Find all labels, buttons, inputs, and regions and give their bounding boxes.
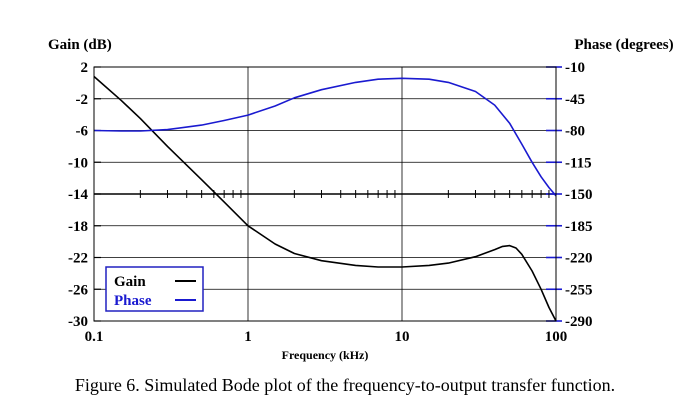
tick-labels: 0.1 1 10 100 2 -2 -6 -10 -14 -18 -22 -26 -30 -10 -45 -8… — [68, 60, 593, 345]
x-tick-label: 1 — [244, 329, 252, 345]
phase-curve — [93, 77, 557, 197]
legend-label-gain: Gain — [114, 274, 146, 290]
y-left-tick-label: -2 — [76, 92, 89, 108]
y-left-tick-label: -10 — [68, 155, 88, 171]
figure-caption: Figure 6. Simulated Bode plot of the fre… — [74, 375, 616, 395]
y-left-tick-label: -6 — [76, 124, 89, 140]
y-right-tick-label: -290 — [565, 314, 593, 330]
gain-curve — [93, 75, 557, 322]
y-left-tick-label: 2 — [81, 60, 89, 76]
y-right-tick-label: -255 — [565, 282, 593, 298]
y-left-axis-title: Gain (dB) — [48, 37, 112, 53]
y-right-tick-label: -220 — [565, 251, 593, 267]
y-right-tick-label: -45 — [565, 92, 585, 108]
y-left-tick-label: -30 — [68, 314, 88, 330]
zero-axis-minor-ticks — [139, 190, 550, 198]
y-right-tick-label: -80 — [565, 124, 585, 140]
y-left-tick-label: -14 — [68, 187, 88, 203]
y-right-axis-title: Phase (degrees) — [574, 37, 673, 53]
legend-label-phase: Phase — [114, 293, 152, 309]
y-right-tick-label: -150 — [565, 187, 593, 203]
y-right-tick-label: -10 — [565, 60, 585, 76]
legend-box — [105, 266, 204, 312]
y-left-tick-label: -18 — [68, 219, 88, 235]
bode-plot: Gain (dB) Phase (degrees) 0.1 1 10 100 2 -2 -6… — [48, 37, 674, 362]
x-tick-label: 0.1 — [85, 329, 104, 345]
y-left-tick-label: -22 — [68, 251, 88, 267]
legend: Gain Phase — [105, 266, 204, 312]
y-left-tick-label: -26 — [68, 282, 88, 298]
series — [93, 75, 557, 322]
x-axis-title: Frequency (kHz) — [282, 348, 369, 362]
plot-frame — [93, 66, 557, 322]
y-right-tick-label: -115 — [565, 155, 592, 171]
y-right-tick-label: -185 — [565, 219, 593, 235]
grid — [94, 66, 562, 322]
x-tick-label: 100 — [545, 329, 568, 345]
x-tick-label: 10 — [395, 329, 410, 345]
